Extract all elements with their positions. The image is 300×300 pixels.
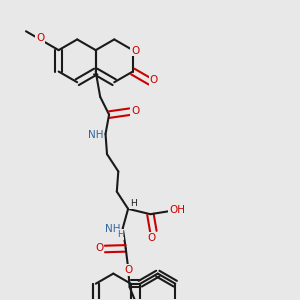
Text: O: O (131, 106, 140, 116)
Text: O: O (95, 243, 104, 254)
Text: O: O (124, 265, 133, 275)
Text: O: O (150, 75, 158, 85)
Text: OH: OH (169, 205, 185, 215)
Text: O: O (148, 233, 156, 243)
Text: O: O (131, 46, 139, 56)
Text: H: H (130, 199, 137, 208)
Text: H: H (117, 230, 124, 239)
Text: NH: NH (105, 224, 120, 234)
Text: O: O (36, 33, 44, 43)
Text: NH: NH (88, 130, 104, 140)
